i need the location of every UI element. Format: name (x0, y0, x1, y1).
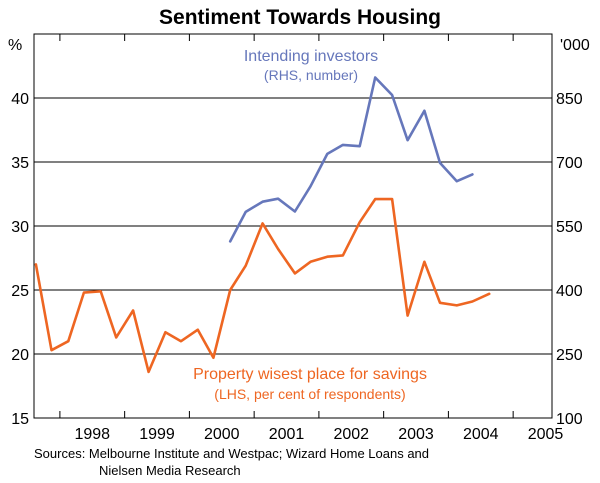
right-axis-tick-labels: 100 250 400 550 700 850 (556, 91, 583, 428)
savings-annotation-subtitle: (LHS, per cent of respondents) (214, 386, 405, 402)
x-tick-label: 2003 (398, 426, 434, 443)
right-tick-label: 400 (556, 283, 583, 300)
x-tick-label: 2005 (528, 426, 564, 443)
series-lines (34, 76, 491, 374)
right-tick-label: 550 (556, 219, 583, 236)
x-tick-marks (59, 34, 514, 418)
left-tick-label: 35 (11, 155, 29, 172)
source-line-2: Nielsen Media Research (99, 463, 241, 478)
investors-annotation-subtitle: (RHS, number) (264, 67, 358, 83)
plot-frame (33, 33, 553, 419)
left-axis-tick-labels: 15 20 25 30 35 40 (11, 91, 29, 428)
savings-annotation-title: Property wisest place for savings (193, 366, 427, 383)
x-axis-tick-labels: 1998 1999 2000 2001 2002 2003 2004 2005 (74, 426, 563, 443)
x-tick-label: 1998 (74, 426, 110, 443)
x-tick-label: 2002 (333, 426, 369, 443)
x-tick-label: 2004 (463, 426, 499, 443)
x-tick-label: 2001 (269, 426, 305, 443)
x-tick-label: 2000 (204, 426, 240, 443)
right-tick-label: 250 (556, 347, 583, 364)
left-tick-label: 15 (11, 411, 29, 428)
gridlines (34, 97, 552, 355)
investors-annotation-title: Intending investors (244, 48, 378, 65)
chart-title: Sentiment Towards Housing (159, 6, 441, 29)
right-tick-label: 700 (556, 155, 583, 172)
right-axis-unit: '000 (560, 37, 590, 54)
left-tick-label: 30 (11, 219, 29, 236)
left-tick-label: 20 (11, 347, 29, 364)
left-axis-unit: % (8, 37, 22, 54)
right-tick-label: 100 (556, 411, 583, 428)
investors-line (228, 76, 474, 243)
x-tick-label: 1999 (139, 426, 175, 443)
right-tick-label: 850 (556, 91, 583, 108)
source-line-1: Sources: Melbourne Institute and Westpac… (34, 446, 429, 461)
left-tick-label: 25 (11, 283, 29, 300)
savings-line (34, 197, 491, 374)
left-tick-label: 40 (11, 91, 29, 108)
